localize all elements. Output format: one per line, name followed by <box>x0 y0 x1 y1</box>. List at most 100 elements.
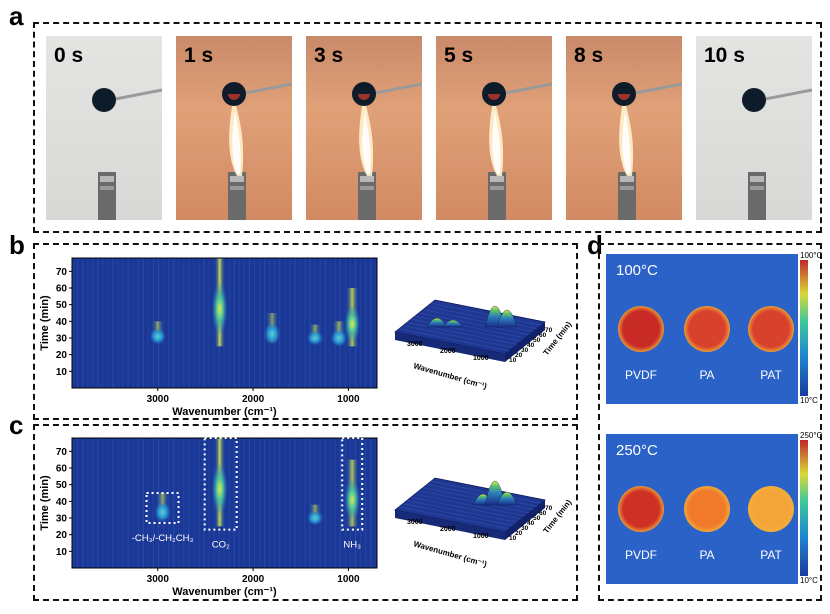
panel-a-letter: a <box>9 1 24 31</box>
x-tick-label: 2000 <box>242 394 265 405</box>
y-tick-label: 40 <box>56 317 68 328</box>
y-tick-label: 70 <box>56 447 68 458</box>
annotation-box-1 <box>203 437 238 531</box>
surface-y-tick: 60 <box>539 332 547 339</box>
surface-plot-b: Wavenumber (cm⁻¹) 3000 2000 1000 10203040506… <box>394 299 574 391</box>
surface-peak-3 <box>496 309 518 328</box>
colorbar <box>800 440 808 576</box>
hotspot-2 <box>307 510 324 526</box>
annotation-box-2 <box>341 437 364 531</box>
tweezers <box>629 82 682 96</box>
y-tick-label: 30 <box>56 514 68 525</box>
surface-edge <box>395 332 505 362</box>
photo-time-label: 10 s <box>704 44 745 67</box>
surface-y-tick: 20 <box>515 530 523 537</box>
sample-label: PA <box>699 548 715 562</box>
surface-y-tick: 50 <box>533 337 541 344</box>
colorbar-max-label: 100°C <box>800 251 823 260</box>
y-tick-label: 40 <box>56 497 68 508</box>
sample-disc-pa <box>684 306 730 352</box>
photo-time-label: 5 s <box>444 44 474 67</box>
surface-x-tick: 1000 <box>473 533 489 540</box>
surface-y-tick: 10 <box>509 357 517 364</box>
lighter-body <box>98 172 116 220</box>
y-tick-label: 30 <box>56 334 68 345</box>
panel-d-frame <box>598 243 822 601</box>
y-tick-label: 20 <box>56 350 68 361</box>
surface-peak-1 <box>442 319 464 328</box>
y-tick-label: 10 <box>56 367 68 378</box>
panel-c-frame <box>33 424 578 601</box>
photo-time-label: 1 s <box>184 44 214 67</box>
thermal-temp-label: 250°C <box>616 442 658 459</box>
panel-b-frame <box>33 243 578 420</box>
y-tick-label: 20 <box>56 530 68 541</box>
x-tick-label: 1000 <box>337 394 360 405</box>
surface-peak-2 <box>496 491 518 506</box>
colorbar <box>800 260 808 396</box>
sample-disc <box>742 88 766 112</box>
sample-label: PA <box>699 368 715 382</box>
surface-y-axis-label: Time (min) <box>541 320 573 358</box>
hotspot-0 <box>211 462 228 515</box>
heatmap-frame <box>71 437 378 569</box>
y-axis-label: Time (min) <box>39 295 51 351</box>
colorbar-min-label: 10°C <box>800 396 818 405</box>
hotspot-2 <box>264 322 281 345</box>
sample-disc-pat <box>748 306 794 352</box>
photo-frame-3: 5 s <box>436 36 552 220</box>
y-tick-label: 50 <box>56 300 68 311</box>
hotspot-3 <box>307 330 324 346</box>
surface-y-tick: 50 <box>533 515 541 522</box>
colorbar-max-label: 250°C <box>800 431 823 440</box>
surface-y-tick: 30 <box>521 525 529 532</box>
surface-y-tick: 40 <box>527 520 535 527</box>
photo-frame-1: 1 s <box>176 36 292 220</box>
surface-y-tick: 30 <box>521 347 529 354</box>
y-tick-label: 60 <box>56 284 68 295</box>
sample-label: PVDF <box>624 548 657 562</box>
surface-x-tick: 2000 <box>440 526 456 533</box>
sample-label: PAT <box>760 368 782 382</box>
tweezers <box>499 82 552 96</box>
surface-x-tick: 2000 <box>440 348 456 355</box>
surface-y-axis-label: Time (min) <box>541 498 573 536</box>
surface-x-tick: 1000 <box>473 355 489 362</box>
lighter-body <box>488 172 506 220</box>
hotspot-4 <box>344 305 361 343</box>
panel-a-frame <box>33 22 822 233</box>
annotation-label-2: NH₃ <box>343 540 361 551</box>
thermal-temp-label: 100°C <box>616 262 658 279</box>
x-tick-label: 2000 <box>242 574 265 585</box>
colorbar-min-label: 10°C <box>800 576 818 585</box>
surface-plot-c: Wavenumber (cm⁻¹) 3000 2000 1000 10203040506… <box>394 477 574 569</box>
sample-disc-pat <box>748 486 794 532</box>
x-tick-label: 3000 <box>147 394 170 405</box>
surface-x-axis-label: Wavenumber (cm⁻¹) <box>412 539 488 569</box>
sample-label: PVDF <box>624 368 657 382</box>
photo-time-label: 0 s <box>54 44 84 67</box>
hotspot-3 <box>344 479 361 521</box>
hotspot-0 <box>211 282 228 335</box>
surface-y-tick: 70 <box>545 505 553 512</box>
x-axis-label: Wavenumber (cm⁻¹) <box>172 586 277 598</box>
thermal-image-0: 100°C PVDF PA PAT <box>606 254 798 404</box>
heatmap-frame <box>71 257 378 389</box>
annotation-box-0 <box>145 492 180 524</box>
photo-frame-2: 3 s <box>306 36 422 220</box>
surface-y-tick: 40 <box>527 342 535 349</box>
hotspot-1 <box>154 501 171 523</box>
y-tick-label: 70 <box>56 267 68 278</box>
lighter-body <box>748 172 766 220</box>
lighter-body <box>358 172 376 220</box>
annotation-label-1: CO₂ <box>212 540 230 551</box>
lighter-body <box>618 172 636 220</box>
hotspot-5 <box>330 329 347 347</box>
surface-x-axis-label: Wavenumber (cm⁻¹) <box>412 361 488 391</box>
sample-label: PAT <box>760 548 782 562</box>
photo-frame-4: 8 s <box>566 36 682 220</box>
tweezers <box>239 82 292 96</box>
sample-disc <box>92 88 116 112</box>
sample-disc-pvdf <box>618 486 664 532</box>
